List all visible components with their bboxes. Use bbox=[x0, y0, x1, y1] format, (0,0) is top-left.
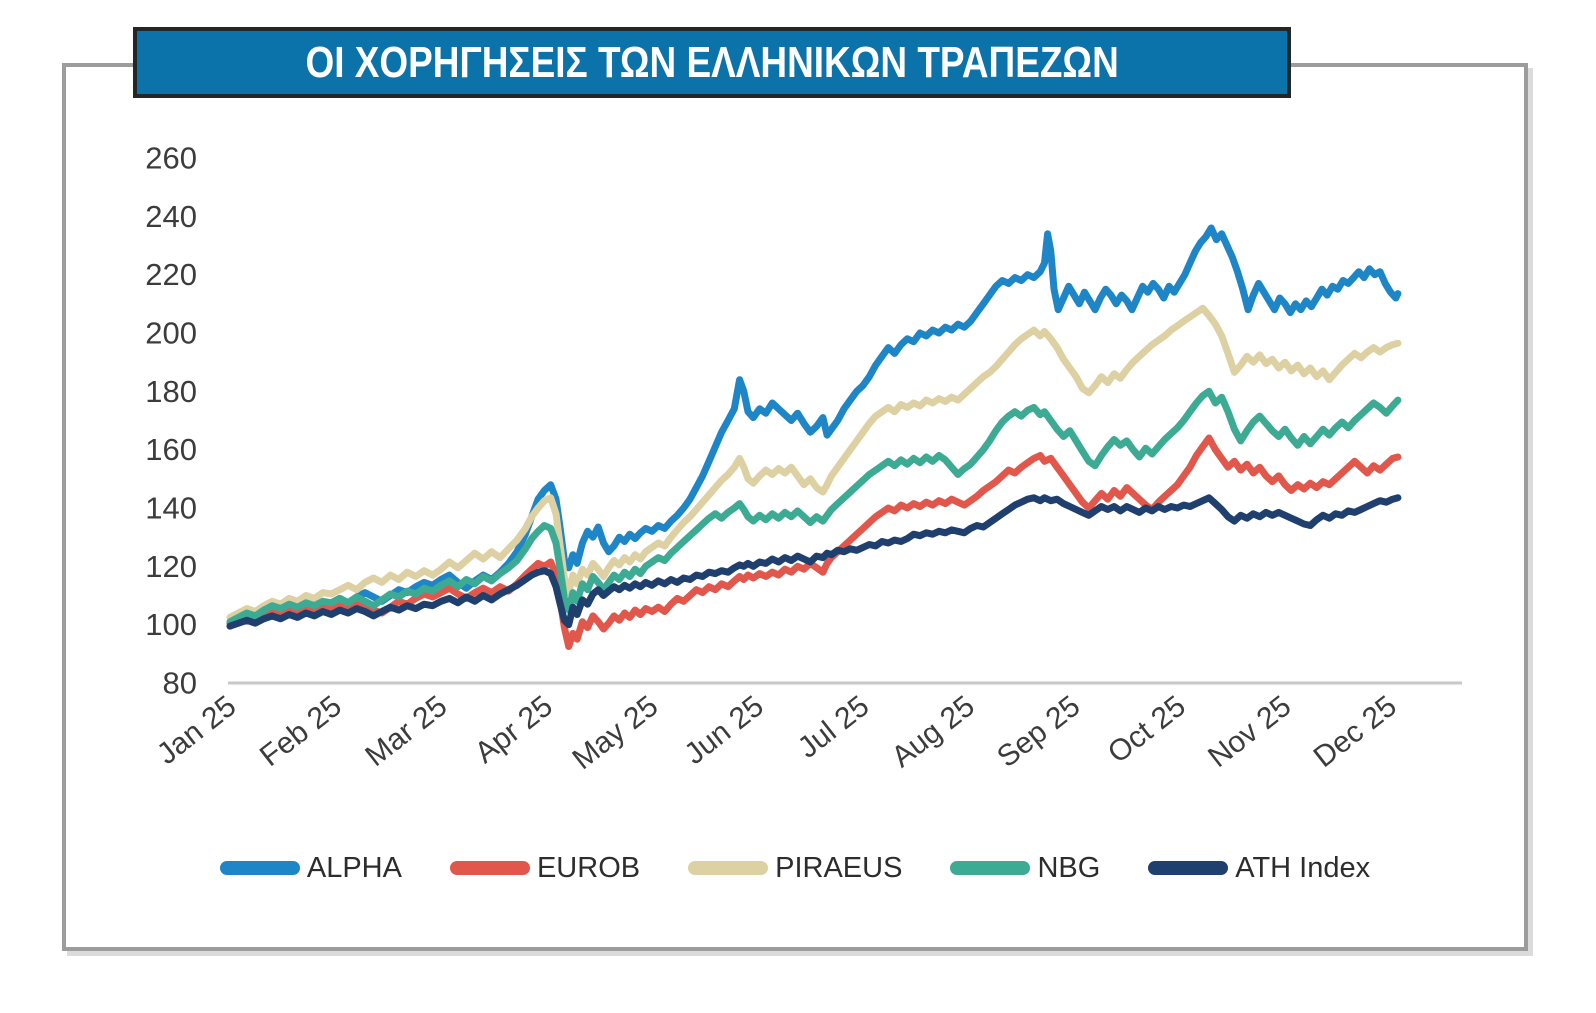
x-axis-tick-label: Apr 25 bbox=[469, 690, 559, 770]
legend-swatch-ath-index bbox=[1148, 861, 1229, 875]
chart-legend: ALPHA EUROB PIRAEUS NBG ATH Index bbox=[66, 848, 1524, 888]
x-axis-tick-label: Dec 25 bbox=[1308, 690, 1403, 775]
x-axis-tick-label: Jul 25 bbox=[792, 690, 875, 765]
legend-item-alpha: ALPHA bbox=[219, 851, 402, 884]
chart-frame bbox=[62, 63, 1528, 951]
x-axis-tick-label: Nov 25 bbox=[1202, 690, 1297, 775]
series-line-piraeus bbox=[226, 304, 1402, 621]
series-line-ath-index bbox=[226, 494, 1402, 630]
legend-item-nbg: NBG bbox=[950, 851, 1101, 884]
legend-item-eurob: EUROB bbox=[449, 851, 641, 884]
y-axis-tick-label: 140 bbox=[145, 490, 197, 525]
legend-label: ALPHA bbox=[306, 851, 402, 884]
x-axis-tick-label: May 25 bbox=[566, 690, 664, 777]
title-banner: ΟΙ ΧΟΡΗΓΗΣΕΙΣ ΤΩΝ ΕΛΛΗΝΙΚΩΝ ΤΡΑΠΕΖΩΝ bbox=[133, 27, 1291, 98]
y-axis-tick-label: 240 bbox=[145, 199, 197, 234]
legend-label: PIRAEUS bbox=[775, 851, 903, 884]
x-axis-tick-label: Oct 25 bbox=[1102, 690, 1192, 770]
legend-swatch-alpha bbox=[219, 861, 300, 875]
x-axis-tick-label: Jan 25 bbox=[151, 690, 242, 771]
x-axis-tick-label: Sep 25 bbox=[991, 690, 1086, 775]
y-axis-tick-label: 220 bbox=[145, 257, 197, 292]
y-axis-tick-label: 200 bbox=[145, 315, 197, 350]
legend-label: ATH Index bbox=[1235, 851, 1371, 884]
series-line-eurob bbox=[226, 434, 1402, 650]
x-axis-tick-label: Aug 25 bbox=[886, 690, 981, 775]
y-axis-tick-label: 100 bbox=[145, 607, 197, 642]
y-axis-tick-label: 260 bbox=[145, 140, 197, 175]
x-axis-tick-label: Feb 25 bbox=[254, 690, 348, 774]
legend-label: EUROB bbox=[536, 851, 641, 884]
legend-swatch-nbg bbox=[950, 861, 1031, 875]
series-line-nbg bbox=[226, 387, 1402, 626]
x-axis-tick-label: Mar 25 bbox=[359, 690, 453, 773]
y-axis-tick-label: 80 bbox=[163, 666, 197, 701]
y-axis-tick-label: 160 bbox=[145, 432, 197, 467]
legend-item-piraeus: PIRAEUS bbox=[688, 851, 903, 884]
legend-label: NBG bbox=[1037, 851, 1101, 884]
legend-swatch-eurob bbox=[449, 861, 530, 875]
legend-item-ath-index: ATH Index bbox=[1148, 851, 1371, 884]
y-axis-tick-label: 120 bbox=[145, 549, 197, 584]
chart-title: ΟΙ ΧΟΡΗΓΗΣΕΙΣ ΤΩΝ ΕΛΛΗΝΙΚΩΝ ΤΡΑΠΕΖΩΝ bbox=[305, 37, 1119, 87]
legend-swatch-piraeus bbox=[688, 861, 769, 875]
x-axis-tick-label: Jun 25 bbox=[679, 690, 770, 771]
y-axis-tick-label: 180 bbox=[145, 374, 197, 409]
